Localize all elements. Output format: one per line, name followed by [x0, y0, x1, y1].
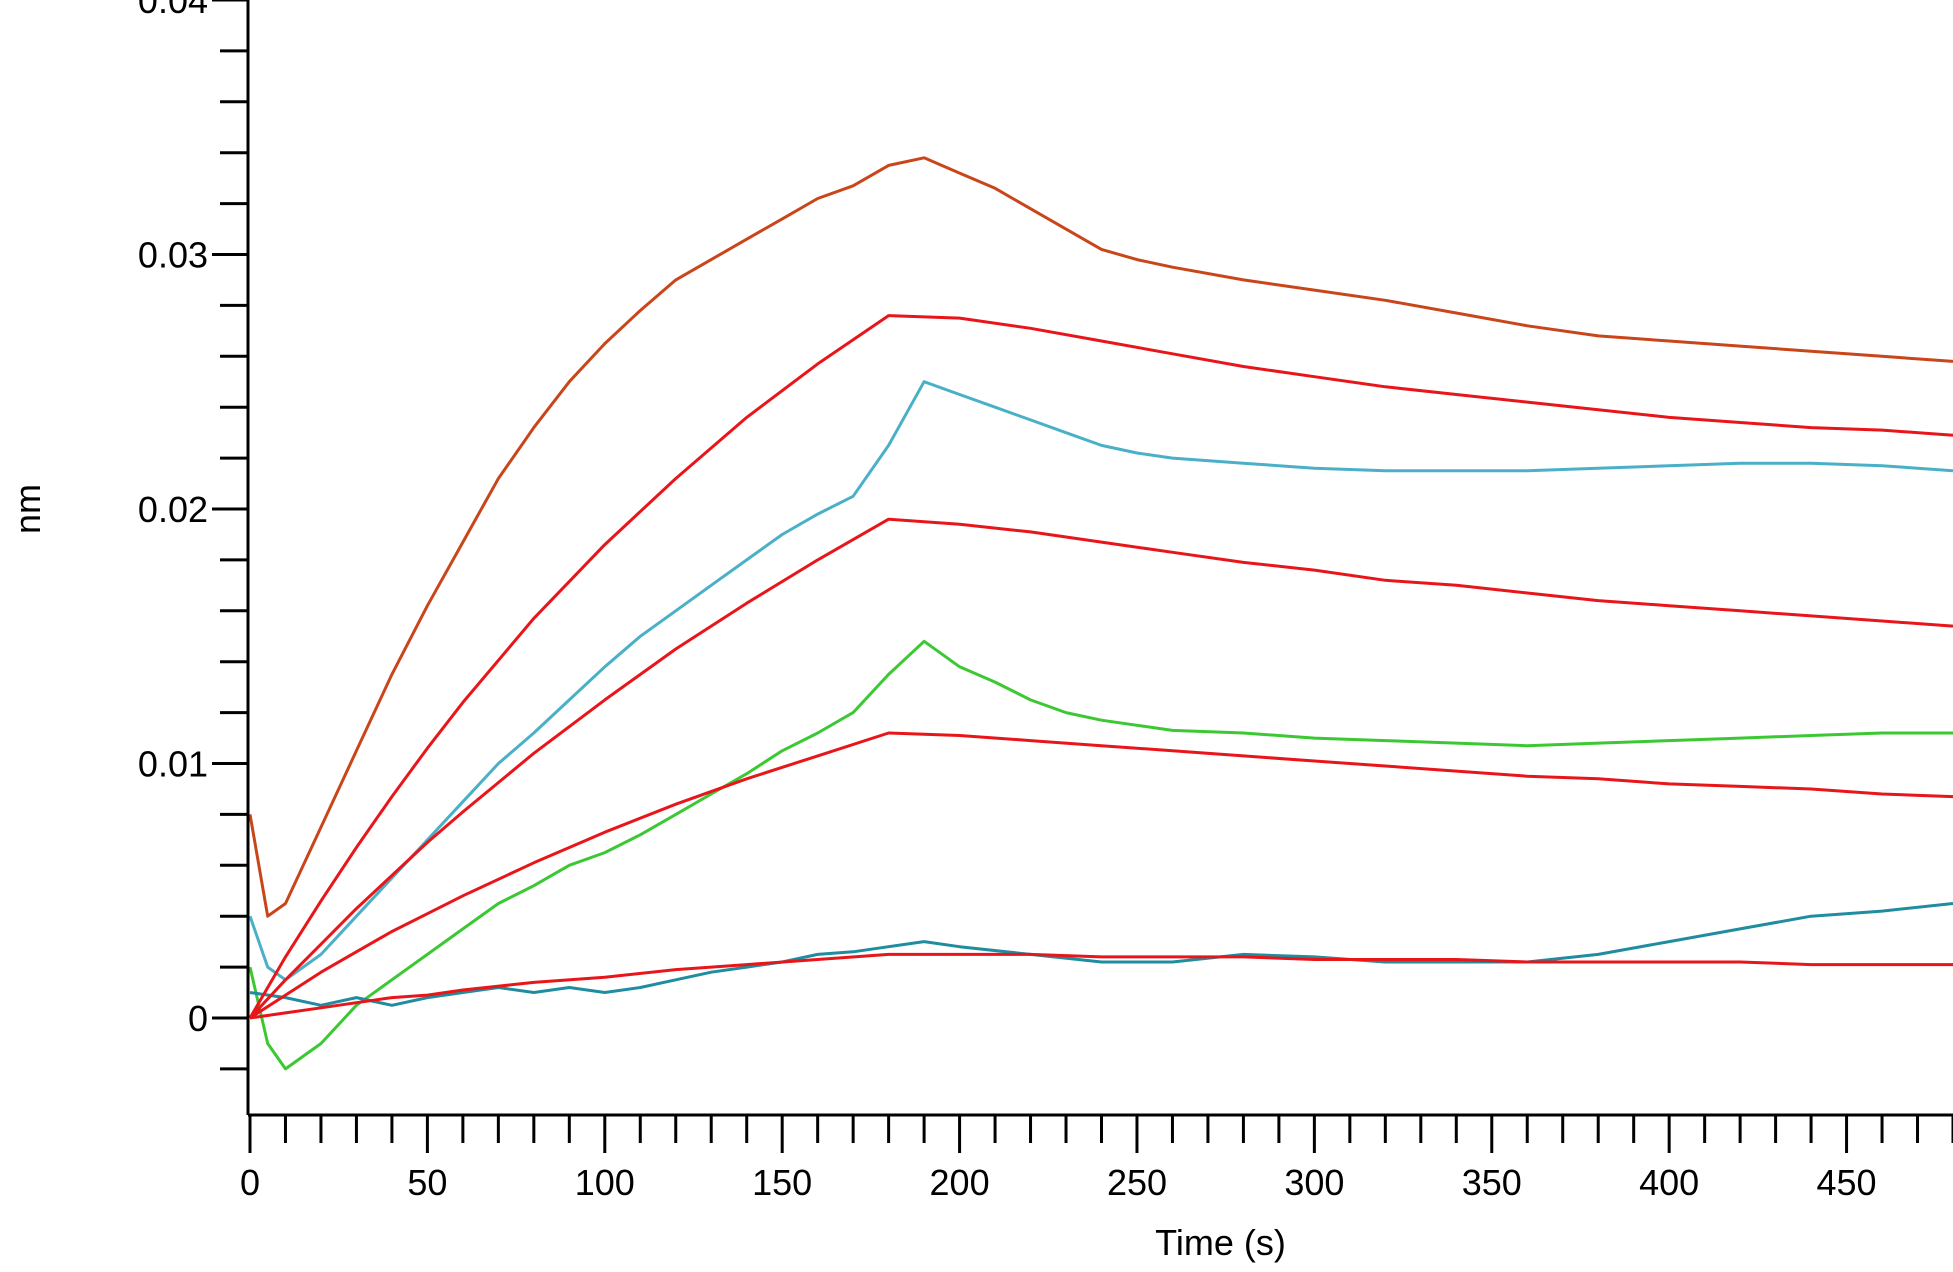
ticks-layer: 0 0.01 0.02 0.03 0.04 0 50 100 150 200 250 300 350 40…	[138, 0, 1953, 1203]
x-tick-label: 250	[1107, 1162, 1167, 1203]
y-tick-label: 0.03	[138, 235, 208, 276]
y-tick-label: 0.04	[138, 0, 208, 21]
fit-curve	[249, 731, 1953, 1020]
fit-curve	[249, 952, 1953, 1020]
fit-curve	[248, 314, 1953, 1019]
x-tick-label: 0	[240, 1162, 260, 1203]
x-tick-label: 400	[1639, 1162, 1699, 1203]
x-tick-label: 350	[1462, 1162, 1522, 1203]
x-tick-label: 150	[752, 1162, 812, 1203]
x-tick-label: 50	[407, 1162, 447, 1203]
measured-trace	[248, 639, 1953, 1071]
y-tick-label: 0.02	[138, 489, 208, 530]
x-tick-label: 200	[930, 1162, 990, 1203]
series-layer	[248, 156, 1953, 1071]
x-axis-title: Time (s)	[1155, 1222, 1286, 1263]
y-axis-title: nm	[7, 484, 48, 534]
x-tick-label: 450	[1817, 1162, 1877, 1203]
measured-trace	[249, 902, 1953, 1007]
y-tick-label: 0.01	[138, 744, 208, 785]
x-tick-label: 300	[1284, 1162, 1344, 1203]
y-tick-label: 0	[188, 998, 208, 1039]
measured-trace	[248, 380, 1953, 982]
measured-trace	[248, 156, 1953, 918]
x-tick-label: 100	[575, 1162, 635, 1203]
fit-curve	[248, 517, 1953, 1020]
